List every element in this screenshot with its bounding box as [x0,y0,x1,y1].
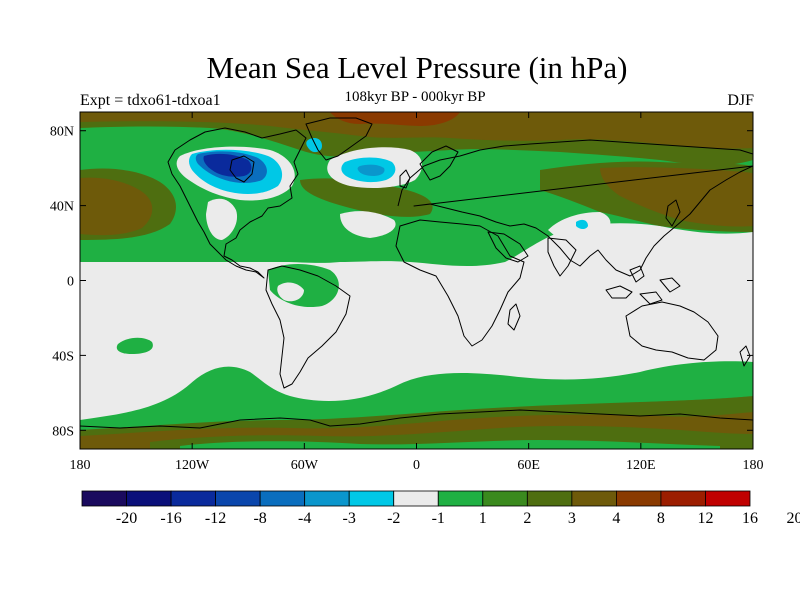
lon-tick-label: 120W [175,458,210,473]
contour-npacific-brown [80,177,153,236]
contour-baffin-spot [306,138,322,153]
colorbar-swatch [81,490,127,507]
latitude-axis: 80N 40N 0 40S 80S [50,125,753,439]
contour-laurentide-deep [203,153,252,177]
contour-midatlantic-grey [340,211,396,238]
colorbar-label: -8 [253,510,266,527]
colorbar-label: -12 [205,510,226,527]
coastline-britain [399,169,411,189]
coastline-hudson-bay [229,155,255,183]
coastlines [80,117,753,429]
lat-tick-label: 40S [52,349,74,364]
coastline-new-zealand [739,345,751,367]
lon-tick-label: 0 [413,458,420,473]
colorbar-swatch [126,490,172,507]
contour-atlantic-grey [206,198,238,240]
lat-tick-label: 0 [67,275,74,290]
contour-antarctic-green-pockets [180,440,720,449]
coastline-eurasia [397,139,753,277]
map-field [80,112,753,449]
contour-amazon-grey [277,282,304,302]
period-label: 108kyr BP - 000kyr BP [344,89,486,105]
colorbar-swatch [393,490,439,507]
coastline-madagascar [507,303,521,331]
coastline-indonesia [605,265,681,305]
coastline-arabia [487,231,529,263]
lon-tick-label: 180 [70,458,91,473]
colorbar-label: 20 [787,510,800,527]
colorbar-label: 16 [742,510,758,527]
colorbar-swatch [259,490,306,507]
lat-tick-label: 40N [50,200,74,215]
contour-spacific-green [116,337,153,354]
colorbar-swatch [705,490,751,507]
coastline-scandinavia [419,145,459,181]
colorbar-swatch [616,490,662,507]
coastline-greenland [305,117,373,161]
colorbar-swatch [170,490,216,507]
coastline-japan [665,199,681,227]
coastline-south-america [265,265,351,389]
season-label: DJF [727,92,754,109]
colorbar-label: -3 [343,510,356,527]
colorbar-label: 8 [657,510,665,527]
contour-arctic-red [330,112,460,126]
colorbar-label: -16 [160,510,181,527]
colorbar-label: 3 [568,510,576,527]
map-title: Mean Sea Level Pressure (in hPa) [206,50,628,85]
pressure-contours [80,112,753,449]
coastline-africa [395,219,525,347]
colorbar-label: -1 [432,510,445,527]
colorbar-label: 1 [479,510,487,527]
colorbar-swatch [437,490,484,507]
lon-tick-label: 180 [743,458,764,473]
colorbar-swatch [215,490,261,507]
colorbar-label: -2 [387,510,400,527]
coastline-north-america [167,127,307,279]
contour-nordic-mid [357,164,385,176]
lat-tick-label: 80N [50,125,74,140]
coastline-australia [625,301,719,361]
contour-northatlantic-olive [300,178,433,217]
colorbar-swatch [348,490,395,507]
lat-tick-label: 80S [52,424,74,439]
longitude-axis: 180 120W 60W 0 60E 120E 180 [70,112,764,473]
lon-tick-label: 120E [626,458,656,473]
contour-arctic-brown [80,112,753,149]
colorbar-label: 4 [612,510,620,527]
experiment-label: Expt = tdxo61-tdxoa1 [80,92,221,109]
contour-tibet-cyan [576,219,588,229]
colorbar-swatch [571,490,617,507]
colorbar-swatch [660,490,706,507]
colorbar-label: 2 [523,510,531,527]
colorbar-label: 12 [697,510,713,527]
colorbar-label: -20 [116,510,137,527]
colorbar-swatch [304,490,350,507]
colorbar-swatch [482,490,528,507]
colorbar-swatch [526,490,573,507]
coastline-antarctica [80,409,753,429]
contour-eurasia-brown [600,167,753,227]
coastline-india [547,237,577,277]
lon-tick-label: 60E [517,458,540,473]
lon-tick-label: 60W [291,458,319,473]
colorbar: -20 -16 -12 -8 -4 -3 -2 -1 1 2 3 4 8 12 16 20 [81,490,800,527]
colorbar-label: -4 [298,510,311,527]
